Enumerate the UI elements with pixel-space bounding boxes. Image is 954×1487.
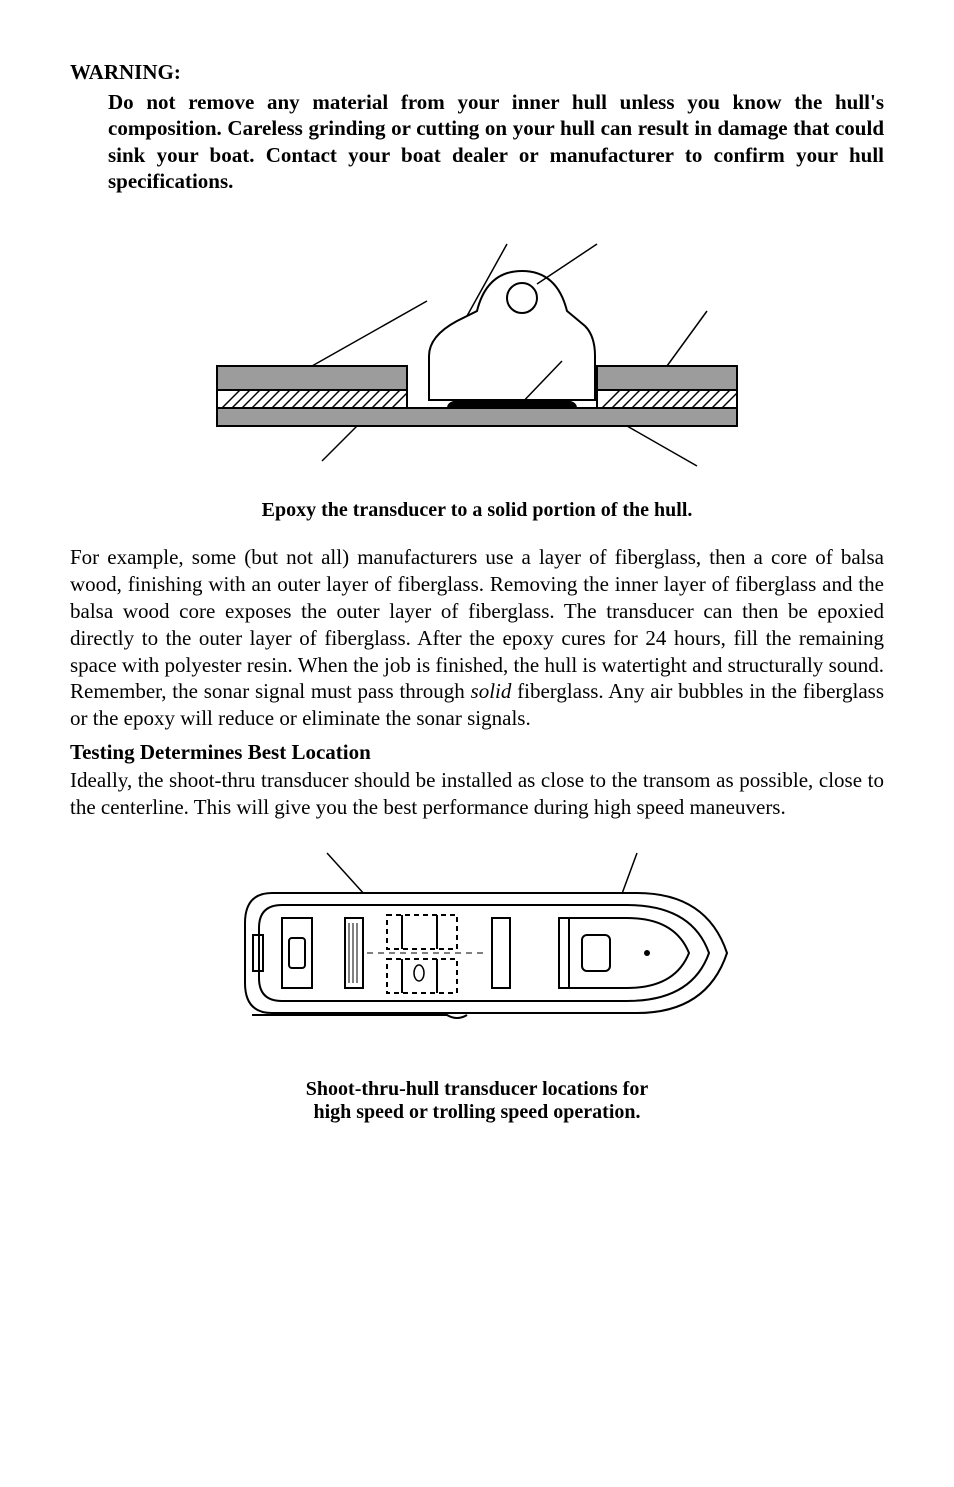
boat-diagram-svg <box>207 843 747 1063</box>
paragraph-location: Ideally, the shoot-thru transducer shoul… <box>70 767 884 821</box>
figure2-caption: Shoot-thru-hull transducer locations for… <box>70 1078 884 1124</box>
para1-italic: solid <box>471 679 512 703</box>
figure1-caption: Epoxy the transducer to a solid portion … <box>70 499 884 522</box>
figure-boat-top <box>70 843 884 1068</box>
warning-body: Do not remove any material from your inn… <box>108 89 884 194</box>
figure2-caption-line1: Shoot-thru-hull transducer locations for <box>306 1078 648 1100</box>
paragraph-fiberglass: For example, some (but not all) manufact… <box>70 544 884 732</box>
warning-label: WARNING: <box>70 60 884 85</box>
transducer-diagram-svg <box>167 216 787 476</box>
figure2-caption-line2: high speed or trolling speed operation. <box>313 1101 640 1123</box>
section-heading-testing: Testing Determines Best Location <box>70 740 884 765</box>
figure-transducer-epoxy <box>70 216 884 481</box>
